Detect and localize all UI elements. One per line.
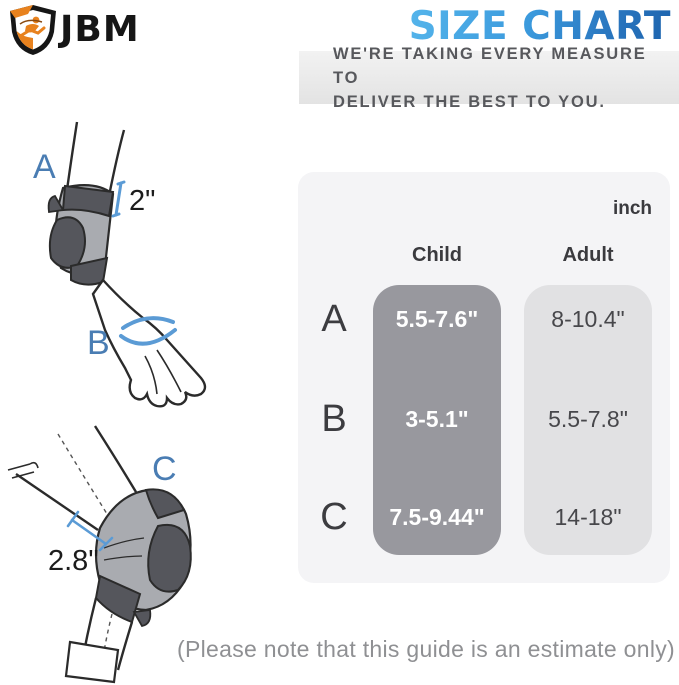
cell-child-c: 7.5-9.44" [389, 504, 485, 530]
page-title: SIZE CHART [408, 4, 671, 49]
column-header-child: Child [412, 244, 462, 266]
label-a: A [33, 148, 56, 186]
adult-column-pill [524, 285, 652, 555]
estimate-footnote: (Please note that this guide is an estim… [177, 636, 675, 662]
unit-label: inch [612, 198, 652, 219]
knee-strap-measure-line [66, 510, 114, 552]
row-label-b: B [321, 398, 347, 440]
cell-adult-b: 5.5-7.8" [548, 406, 628, 432]
column-header-adult: Adult [562, 244, 614, 266]
row-label-c: C [320, 496, 348, 538]
cell-child-b: 3-5.1" [405, 406, 469, 432]
label-b: B [87, 324, 110, 362]
elbow-pad-arm-illustration: A 2" B [33, 121, 207, 408]
elbow-strap-measure-line [111, 180, 126, 218]
wrist-measure-band [119, 316, 177, 346]
tagline-line-2: DELIVER THE BEST TO YOU. [333, 92, 606, 111]
knee-strap-width-value: 2.8" [48, 545, 99, 577]
child-column-pill [373, 285, 501, 555]
size-table-panel: inch Child Adult A B C 5.5-7.6" 3-5.1" 7… [298, 172, 670, 583]
tagline-banner: WE'RE TAKING EVERY MEASURE TO DELIVER TH… [299, 45, 679, 111]
brand-logo: JBM [8, 4, 140, 56]
runner-icon [19, 16, 46, 37]
jbm-shield-icon [10, 5, 56, 55]
label-c: C [152, 450, 177, 488]
cell-adult-c: 14-18" [554, 504, 622, 530]
row-label-a: A [321, 298, 347, 340]
tagline-line-1: WE'RE TAKING EVERY MEASURE TO [333, 44, 647, 87]
knee-pad-leg-illustration: C 2.8" [7, 425, 192, 684]
elbow-strap-width-value: 2" [129, 185, 155, 217]
cell-child-a: 5.5-7.6" [395, 306, 479, 332]
brand-name: JBM [60, 9, 140, 50]
cell-adult-a: 8-10.4" [551, 306, 625, 332]
